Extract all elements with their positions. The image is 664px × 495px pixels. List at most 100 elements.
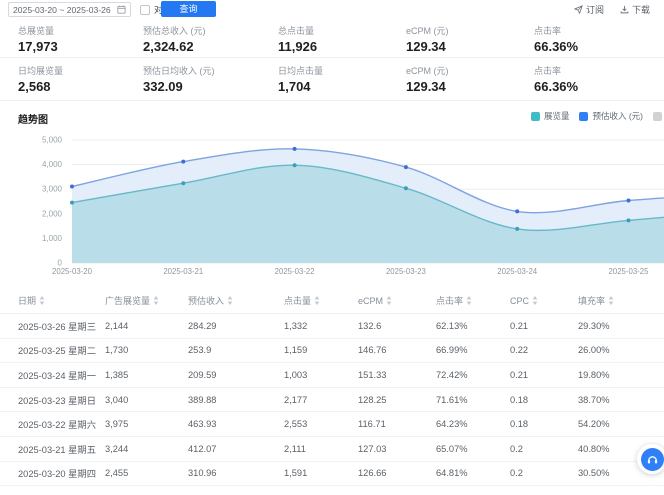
stat-label: 预估日均收入 (元) <box>143 66 215 76</box>
sort-icon[interactable] <box>386 296 392 305</box>
svg-text:1,000: 1,000 <box>42 234 63 243</box>
stat-label: 点击率 <box>534 66 562 76</box>
table-cell: 30.50% <box>578 468 610 479</box>
svg-text:2025-03-21: 2025-03-21 <box>163 267 203 276</box>
table-cell: 40.80% <box>578 443 610 454</box>
table-row: 2025-03-21 星期五 3,244 412.07 2,111 127.03 65.0… <box>0 437 664 462</box>
table-cell: 1,003 <box>284 369 308 380</box>
table-cell: 71.61% <box>436 394 468 405</box>
table-row: 2025-03-24 星期一 1,385 209.59 1,003 151.33 72.4… <box>0 363 664 388</box>
sort-icon[interactable] <box>153 296 159 305</box>
daily-stats-table: 日期 广告展览量 预估收入 点击量 eCPM 点击率 CPC 填充率 2025-03-26 星… <box>0 288 664 487</box>
query-button[interactable]: 查询 <box>161 1 216 17</box>
stat-card: eCPM (元) 129.34 <box>406 26 534 54</box>
table-cell: 2025-03-24 星期一 <box>18 370 97 381</box>
table-cell: 38.70% <box>578 394 610 405</box>
stat-label: 预估总收入 (元) <box>143 26 206 36</box>
table-cell: 3,975 <box>105 419 129 430</box>
sort-icon[interactable] <box>608 296 614 305</box>
table-cell: 3,244 <box>105 443 129 454</box>
column-header[interactable]: 点击率 <box>436 294 510 307</box>
table-cell: 62.13% <box>436 320 468 331</box>
subscribe-label: 订阅 <box>585 5 604 15</box>
column-header[interactable]: 广告展览量 <box>105 294 188 307</box>
stat-value: 2,324.62 <box>143 39 194 54</box>
svg-text:5,000: 5,000 <box>42 136 63 145</box>
svg-text:2,000: 2,000 <box>42 209 63 218</box>
stat-card: 总点击量 11,926 <box>278 26 406 54</box>
column-header[interactable]: 日期 <box>18 294 105 307</box>
table-cell: 2025-03-23 星期日 <box>18 395 97 406</box>
stats-daily-avg-row: 日均展览量 2,568 预估日均收入 (元) 332.09 日均点击量 1,704 eCPM… <box>18 66 664 94</box>
table-cell: 26.00% <box>578 345 610 356</box>
table-cell: 3,040 <box>105 394 129 405</box>
table-cell: 2,111 <box>284 443 306 454</box>
table-cell: 72.42% <box>436 369 468 380</box>
divider <box>0 100 664 101</box>
legend-item[interactable]: 预估收入 (元) <box>579 110 643 122</box>
table-cell: 0.22 <box>510 345 529 356</box>
table-cell: 1,385 <box>105 369 129 380</box>
table-cell: 54.20% <box>578 419 610 430</box>
table-row: 2025-03-23 星期日 3,040 389.88 2,177 128.25 71.6… <box>0 388 664 413</box>
stats-totals-row: 总展览量 17,973 预估总收入 (元) 2,324.62 总点击量 11,926 eCP… <box>18 26 664 54</box>
stat-label: eCPM (元) <box>406 26 449 36</box>
stat-value: 66.36% <box>534 79 579 94</box>
subscribe-button[interactable]: 订阅 <box>573 3 604 16</box>
top-links: 订阅 下载 <box>573 3 650 16</box>
stat-value: 17,973 <box>18 39 58 54</box>
sort-icon[interactable] <box>532 296 538 305</box>
column-header[interactable]: 点击量 <box>284 294 358 307</box>
table-cell: 2,177 <box>284 394 308 405</box>
checkbox-icon[interactable] <box>140 4 150 15</box>
stat-label: 点击率 <box>534 26 562 36</box>
svg-text:4,000: 4,000 <box>42 160 63 169</box>
column-header[interactable]: eCPM <box>358 296 436 306</box>
legend-swatch <box>579 111 589 121</box>
sort-icon[interactable] <box>39 296 45 305</box>
column-header[interactable]: 预估收入 <box>188 294 284 307</box>
stat-card: 日均展览量 2,568 <box>18 66 143 94</box>
legend-item-clipped[interactable] <box>653 111 662 121</box>
table-cell: 0.2 <box>510 443 523 454</box>
table-cell: 127.03 <box>358 443 387 454</box>
table-cell: 253.9 <box>188 345 212 356</box>
sort-icon[interactable] <box>314 296 320 305</box>
stat-value: 332.09 <box>143 79 183 94</box>
table-cell: 2025-03-20 星期四 <box>18 469 97 480</box>
headset-icon <box>640 447 664 471</box>
table-cell: 310.96 <box>188 468 217 479</box>
stat-card: 预估日均收入 (元) 332.09 <box>143 66 278 94</box>
download-label: 下载 <box>631 5 650 15</box>
table-cell: 2025-03-26 星期三 <box>18 321 97 332</box>
subscribe-icon <box>573 5 583 14</box>
table-cell: 209.59 <box>188 369 217 380</box>
column-header[interactable]: CPC <box>510 296 578 306</box>
svg-text:2025-03-23: 2025-03-23 <box>386 267 426 276</box>
calendar-icon <box>117 5 126 14</box>
stat-card: 日均点击量 1,704 <box>278 66 406 94</box>
floating-support-button[interactable] <box>637 444 664 474</box>
table-cell: 19.80% <box>578 369 610 380</box>
legend-item[interactable]: 展览量 <box>530 110 569 122</box>
table-cell: 146.76 <box>358 345 387 356</box>
date-range-picker[interactable]: 2025-03-20 ~ 2025-03-26 <box>8 2 131 17</box>
column-header[interactable]: 填充率 <box>578 294 664 307</box>
table-cell: 1,730 <box>105 345 129 356</box>
table-cell: 1,159 <box>284 345 308 356</box>
table-cell: 64.81% <box>436 468 468 479</box>
stat-card: 点击率 66.36% <box>534 26 664 54</box>
table-cell: 126.66 <box>358 468 387 479</box>
stat-card: 预估总收入 (元) 2,324.62 <box>143 26 278 54</box>
download-button[interactable]: 下载 <box>620 3 650 16</box>
stat-value: 1,704 <box>278 79 311 94</box>
divider <box>0 57 664 58</box>
column-header-label: eCPM <box>358 295 384 306</box>
sort-icon[interactable] <box>466 296 472 305</box>
table-cell: 132.6 <box>358 320 382 331</box>
table-cell: 1,332 <box>284 320 308 331</box>
stat-value: 66.36% <box>534 39 579 54</box>
svg-text:2025-03-20: 2025-03-20 <box>52 267 93 276</box>
sort-icon[interactable] <box>227 296 233 305</box>
table-cell: 29.30% <box>578 320 610 331</box>
